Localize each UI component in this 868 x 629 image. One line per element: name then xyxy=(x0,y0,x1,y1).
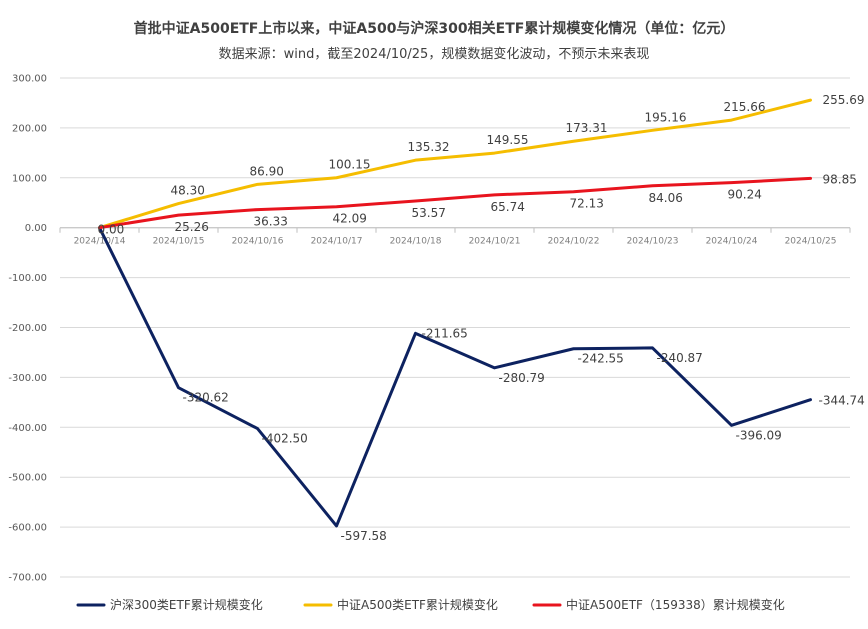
series-line-2 xyxy=(98,98,812,230)
chart-subtitle: 数据来源：wind，截至2024/10/25，规模数据变化波动，不预示未来表现 xyxy=(218,47,650,62)
data-label-series-1: -280.79 xyxy=(499,371,545,385)
data-label-series-2: 100.15 xyxy=(329,158,371,172)
data-label-series-2: 149.55 xyxy=(487,133,529,147)
y-tick-label: 200.00 xyxy=(12,123,47,134)
x-tick-label: 2024/10/22 xyxy=(548,237,600,247)
y-tick-label: -700.00 xyxy=(8,573,47,584)
data-label-series-1: -344.74 xyxy=(819,394,865,408)
x-tick-label: 2024/10/23 xyxy=(627,237,679,247)
x-tick-label: 2024/10/14 xyxy=(74,237,126,247)
data-label-series-3: 90.24 xyxy=(728,188,762,202)
y-tick-label: -300.00 xyxy=(8,373,47,384)
data-label-series-1: -320.62 xyxy=(183,391,229,405)
data-label-series-2: 173.31 xyxy=(566,121,608,135)
x-tick-label: 2024/10/16 xyxy=(232,237,284,247)
x-tick-label: 2024/10/17 xyxy=(311,237,363,247)
x-tick-label: 2024/10/18 xyxy=(390,237,442,247)
data-label-series-3: 65.74 xyxy=(491,200,525,214)
data-label-series-2: 255.69 xyxy=(823,93,865,107)
y-tick-label: -200.00 xyxy=(8,323,47,334)
y-tick-label: 300.00 xyxy=(12,74,47,85)
data-label-series-1: -396.09 xyxy=(736,428,782,442)
data-label-series-2: 195.16 xyxy=(645,110,687,124)
data-label-series-3: 72.13 xyxy=(570,197,604,211)
x-tick-label: 2024/10/25 xyxy=(785,237,837,247)
y-tick-label: -500.00 xyxy=(8,473,47,484)
data-label-series-2: 86.90 xyxy=(250,164,284,178)
x-tick-label: 2024/10/24 xyxy=(706,237,758,247)
y-tick-label: 0.00 xyxy=(25,223,47,234)
x-tick-label: 2024/10/15 xyxy=(153,237,205,247)
data-label-series-1: -597.58 xyxy=(341,529,387,543)
legend-label-1: 沪深300类ETF累计规模变化 xyxy=(110,597,263,612)
data-label-series-3: 98.85 xyxy=(823,172,857,186)
data-label-series-3: 53.57 xyxy=(412,206,446,220)
chart-title: 首批中证A500ETF上市以来，中证A500与沪深300相关ETF累计规模变化情… xyxy=(133,21,735,37)
x-tick-label: 2024/10/21 xyxy=(469,237,521,247)
data-label-series-2: 135.32 xyxy=(408,140,450,154)
data-label-series-2: 48.30 xyxy=(171,184,205,198)
data-label-series-2: 215.66 xyxy=(724,100,766,114)
y-tick-label: 100.00 xyxy=(12,173,47,184)
legend-label-2: 中证A500类ETF累计规模变化 xyxy=(337,597,498,612)
y-tick-label: -400.00 xyxy=(8,423,47,434)
data-label-series-3: 42.09 xyxy=(333,212,367,226)
data-label-series-3: 25.26 xyxy=(175,220,209,234)
data-label-series-3: 84.06 xyxy=(649,191,683,205)
data-label-series-3: 0.00 xyxy=(98,223,125,237)
legend-label-3: 中证A500ETF（159338）累计规模变化 xyxy=(566,597,785,612)
data-label-series-1: -240.87 xyxy=(657,351,703,365)
series-line-3 xyxy=(98,176,812,230)
data-label-series-3: 36.33 xyxy=(254,215,288,229)
y-tick-label: -600.00 xyxy=(8,523,47,534)
data-label-series-1: -402.50 xyxy=(262,432,308,446)
y-tick-label: -100.00 xyxy=(8,273,47,284)
data-label-series-1: -242.55 xyxy=(578,352,624,366)
series-line-1 xyxy=(98,226,812,528)
data-label-series-1: -211.65 xyxy=(422,326,468,340)
